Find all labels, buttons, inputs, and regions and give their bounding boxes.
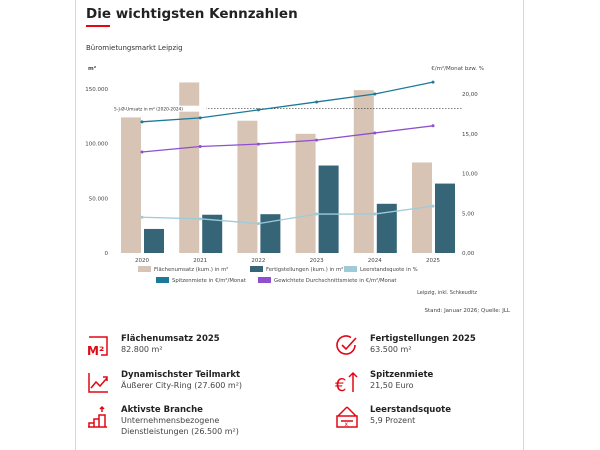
line-point: [431, 204, 435, 208]
left-axis-label: m²: [88, 66, 97, 72]
kpi-title: Leerstandsquote: [370, 405, 451, 415]
line-point: [140, 120, 144, 124]
kpi-value: Unternehmensbezogene: [121, 416, 220, 425]
legend-label: Gewichtete Durchschnittsmiete in €/m²/Mo…: [274, 277, 396, 284]
left-tick-label: 150.000: [85, 87, 108, 93]
title-underline: [86, 25, 110, 27]
chart: 150.000 100.000 50.000 0 20,00 15,00 10,00 5,00…: [85, 80, 478, 284]
right-tick-label: 0,00: [462, 251, 475, 257]
kpi-value: 21,50 Euro: [370, 381, 414, 390]
card: [75, 0, 524, 450]
kpi-item: Dynamischster Teilmarkt Äußerer City-Ring…: [121, 370, 242, 391]
line-point: [256, 142, 260, 146]
line-point: [198, 217, 202, 221]
svg-text:€: €: [335, 375, 346, 394]
kpi-item: Leerstandsquote 5,9 Prozent: [370, 405, 451, 426]
kpi-value: Äußerer City-Ring (27.600 m²): [121, 381, 243, 390]
line-point: [431, 80, 435, 84]
bar-flaechenumsatz: [295, 133, 316, 253]
line-point: [315, 100, 319, 104]
left-tick-label: 0: [105, 251, 109, 257]
growth-bars-icon: [86, 405, 110, 433]
line-point: [373, 131, 377, 135]
legend-label: Flächenumsatz (kum.) in m²: [154, 266, 228, 273]
x-tick-label: 2024: [368, 258, 382, 264]
legend-label: Spitzenmiete in €/m²/Monat: [172, 277, 246, 284]
reference-line-label: 5-J-Ø-Umsatz in m² (2020-2024): [114, 105, 183, 112]
vacancy-sign-icon: x: [335, 405, 359, 433]
bar-fertigstellungen: [318, 165, 339, 253]
kpi-value: 82.800 m²: [121, 345, 163, 354]
kpi-title: Fertigstellungen 2025: [370, 334, 476, 344]
x-tick-label: 2021: [193, 258, 207, 264]
right-tick-label: 20,00: [462, 92, 478, 98]
euro-up-icon: €: [335, 370, 359, 398]
kpi-value: 5,9 Prozent: [370, 416, 416, 425]
line-series-3: [141, 81, 434, 123]
kpi-title: Aktivste Branche: [121, 405, 203, 415]
reference-label-bg: [112, 105, 206, 112]
kpi-item: Spitzenmiete 21,50 Euro: [370, 370, 433, 391]
chart-title: Büromietungsmarkt Leipzig: [86, 44, 183, 52]
legend-swatch: [156, 277, 169, 283]
legend-label: Fertigstellungen (kum.) in m²: [266, 266, 343, 273]
right-tick-label: 5,00: [462, 211, 475, 217]
x-tick-label: 2025: [426, 258, 440, 264]
line-point: [373, 212, 377, 216]
bar-flaechenumsatz: [237, 120, 258, 253]
bar-fertigstellungen: [202, 214, 223, 253]
line-point: [140, 215, 144, 219]
line-point: [431, 124, 435, 128]
kpi-item: Flächenumsatz 2025 82.800 m²: [121, 334, 220, 355]
chart-note: Leipzig, inkl. Schkeuditz: [417, 290, 477, 296]
line-series-2: [141, 205, 434, 225]
line-point: [256, 222, 260, 226]
legend-swatch: [138, 266, 151, 272]
kpi-title: Spitzenmiete: [370, 370, 434, 380]
legend-label: Leerstandsquote in %: [360, 267, 418, 273]
line-point: [256, 108, 260, 112]
svg-text:M²: M²: [87, 344, 104, 358]
kpi-value: 63.500 m²: [370, 345, 412, 354]
trend-chart-icon: [86, 370, 110, 398]
line-series-4: [141, 125, 434, 153]
x-tick-label: 2022: [251, 258, 265, 264]
left-tick-label: 50.000: [89, 196, 109, 202]
bar-fertigstellungen: [376, 203, 397, 253]
source-note: Stand: Januar 2026; Quelle: JLL: [424, 308, 510, 314]
bar-fertigstellungen: [435, 183, 455, 253]
bar-flaechenumsatz: [353, 90, 374, 254]
line-point: [315, 212, 319, 216]
line-point: [198, 144, 202, 148]
legend-swatch: [258, 277, 271, 283]
right-tick-label: 15,00: [462, 132, 478, 138]
line-point: [198, 116, 202, 120]
line-point: [373, 92, 377, 96]
legend-swatch: [250, 266, 263, 272]
check-circle-icon: [335, 334, 359, 362]
line-point: [140, 150, 144, 154]
svg-text:x: x: [345, 421, 349, 428]
m2-icon: M²: [86, 334, 110, 362]
kpi-value: Dienstleistungen (26.500 m²): [121, 427, 239, 436]
kpi-title: Flächenumsatz 2025: [121, 334, 220, 344]
bar-flaechenumsatz: [121, 117, 141, 253]
page-title: Die wichtigsten Kennzahlen: [86, 6, 298, 22]
kpi-item: Aktivste Branche Unternehmensbezogene Dien…: [121, 405, 239, 437]
bar-fertigstellungen: [144, 228, 164, 253]
x-tick-label: 2023: [310, 258, 324, 264]
left-tick-label: 100.000: [85, 142, 108, 148]
kpi-title: Dynamischster Teilmarkt: [121, 370, 241, 380]
right-axis-label: €/m²/Monat bzw. %: [431, 66, 484, 72]
bar-flaechenumsatz: [179, 82, 200, 253]
kpi-item: Fertigstellungen 2025 63.500 m²: [370, 334, 476, 355]
bar-fertigstellungen: [260, 214, 281, 253]
x-tick-label: 2020: [135, 258, 149, 264]
legend-swatch: [344, 266, 357, 272]
line-point: [315, 138, 319, 142]
right-tick-label: 10,00: [462, 172, 478, 178]
